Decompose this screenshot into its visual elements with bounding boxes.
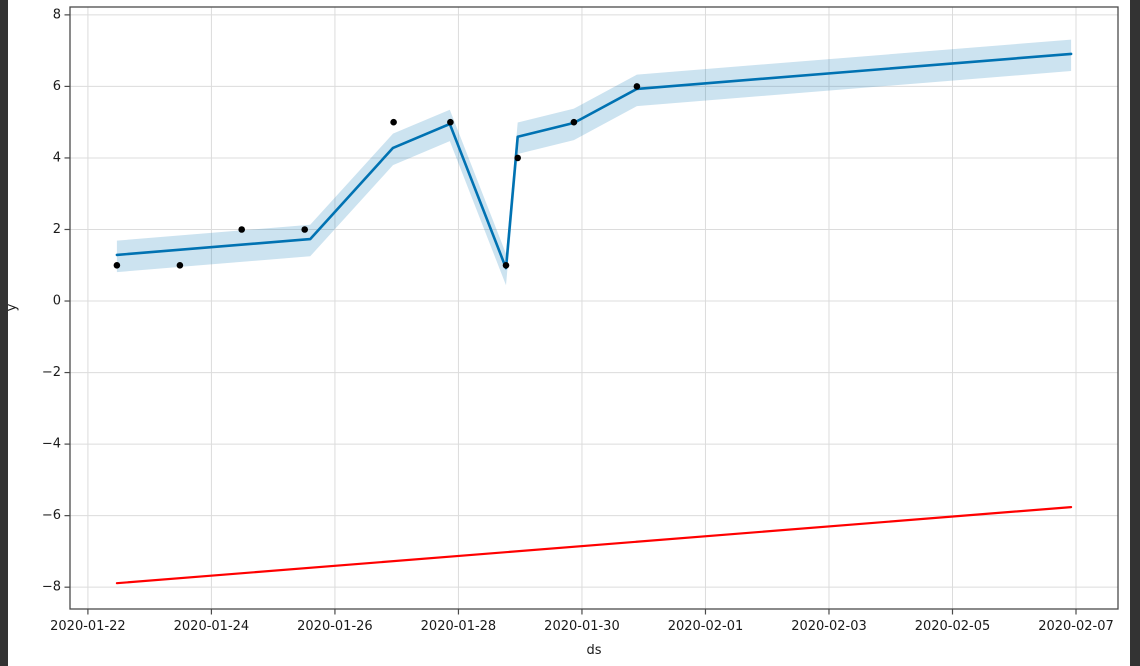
x-tick-label: 2020-01-22: [50, 619, 126, 634]
observations-point: [390, 118, 397, 126]
y-tick-label: 8: [53, 7, 61, 22]
observations-point: [238, 226, 245, 233]
y-tick-label: −2: [42, 365, 61, 380]
y-tick-label: −6: [42, 508, 61, 523]
x-tick-label: 2020-02-03: [791, 619, 867, 634]
x-tick-label: 2020-01-28: [421, 619, 497, 634]
observations-point: [502, 262, 510, 269]
observations-point: [113, 262, 121, 269]
x-tick-label: 2020-01-26: [297, 619, 373, 634]
observations-point: [570, 118, 578, 126]
plot-frame: [69, 6, 1119, 610]
observations-point: [447, 118, 454, 126]
window-edge-right: [1130, 0, 1140, 666]
window-edge-left: [0, 0, 8, 666]
y-tick-label: 0: [53, 294, 61, 309]
observations-point: [176, 262, 184, 269]
y-tick-label: 2: [53, 222, 61, 237]
y-tick-label: −8: [42, 580, 61, 595]
x-tick-label: 2020-01-30: [544, 619, 620, 634]
y-tick-label: 6: [53, 79, 61, 94]
y-tick-label: −4: [42, 437, 61, 452]
x-axis-title: ds: [586, 643, 602, 658]
y-tick-label: 4: [53, 150, 61, 165]
x-tick-label: 2020-02-05: [915, 619, 991, 634]
uncertainty-interval-band: [116, 39, 1072, 286]
observations-point: [514, 154, 521, 162]
x-tick-label: 2020-02-01: [668, 619, 744, 634]
observations-point: [633, 83, 641, 90]
x-tick-label: 2020-02-07: [1038, 619, 1114, 634]
x-tick-label: 2020-01-24: [174, 619, 250, 634]
trend-line: [115, 506, 1073, 585]
observations-point: [301, 226, 309, 233]
